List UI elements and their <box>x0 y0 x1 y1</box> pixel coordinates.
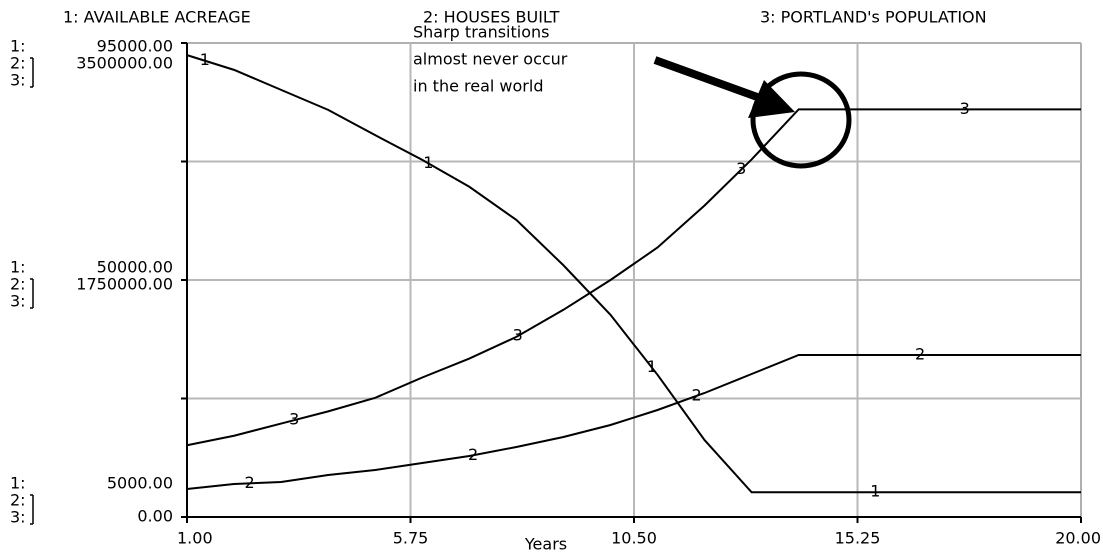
annotation: in the real world <box>413 77 543 96</box>
series-marker: 3 <box>736 159 746 178</box>
annotation: almost never occur <box>413 50 568 69</box>
axis-key: 2: <box>10 275 26 294</box>
legend-entry: 3: PORTLAND's POPULATION <box>760 8 987 27</box>
annotation-circle <box>750 71 852 169</box>
y2-tick-label: 1750000.00 <box>76 275 173 294</box>
series-line <box>186 354 1081 490</box>
x-tick-label: 15.25 <box>835 529 881 548</box>
axis-key: 3: <box>10 71 26 90</box>
axis-key: 1: <box>10 37 26 56</box>
y-tick-label: 5000.00 <box>107 474 173 493</box>
y-tick-label: 95000.00 <box>97 37 173 56</box>
series-marker: 2 <box>691 385 701 404</box>
series-marker: 1 <box>870 482 880 501</box>
series-marker: 3 <box>289 410 299 429</box>
x-tick-label: 5.75 <box>393 529 429 548</box>
legend-entry: 1: AVAILABLE ACREAGE <box>63 8 251 27</box>
series-marker: 1 <box>647 357 657 376</box>
axis-key: 3: <box>10 508 26 527</box>
axis-key: 2: <box>10 54 26 73</box>
series-marker: 1 <box>423 153 433 172</box>
annotation-arrow <box>653 56 762 102</box>
series-line <box>186 54 1081 494</box>
annotation: Sharp transitions <box>413 23 549 42</box>
axis-key: 3: <box>10 292 26 311</box>
x-axis-label: Years <box>524 535 567 554</box>
y2-tick-label: 0.00 <box>137 507 173 526</box>
axis-key: 1: <box>10 474 26 493</box>
x-tick-label: 1.00 <box>177 529 213 548</box>
series-marker: 2 <box>244 473 254 492</box>
series-marker: 2 <box>915 345 925 364</box>
y2-tick-label: 3500000.00 <box>76 54 173 73</box>
series-marker: 3 <box>513 326 523 345</box>
x-tick-label: 20.00 <box>1055 529 1101 548</box>
x-tick-label: 10.50 <box>611 529 657 548</box>
series-line <box>186 108 1081 447</box>
legend-entry: 2: HOUSES BUILT <box>423 8 560 27</box>
axis-key: 2: <box>10 491 26 510</box>
series-marker: 3 <box>960 99 970 118</box>
series-marker: 1 <box>200 50 210 69</box>
annotation-arrowhead <box>748 80 795 118</box>
series-marker: 2 <box>468 445 478 464</box>
y-tick-label: 50000.00 <box>97 258 173 277</box>
axis-key: 1: <box>10 258 26 277</box>
